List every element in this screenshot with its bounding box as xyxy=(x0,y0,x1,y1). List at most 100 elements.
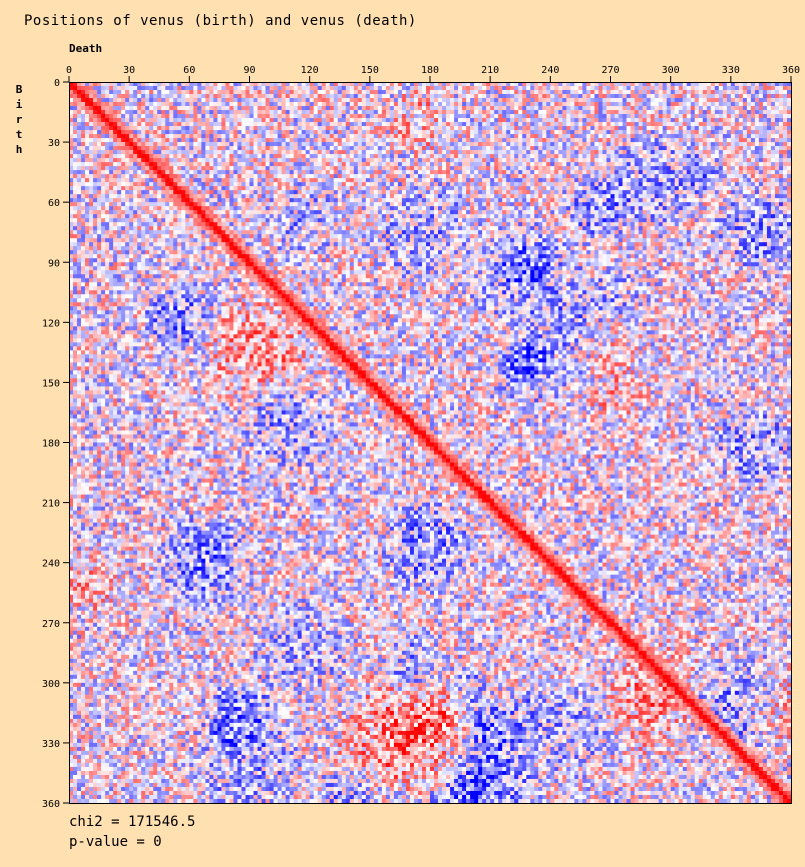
heatmap-cell xyxy=(422,142,426,146)
heatmap-cell xyxy=(574,122,578,126)
heatmap-cell xyxy=(683,182,687,186)
heatmap-cell xyxy=(133,178,137,182)
heatmap-cell xyxy=(502,178,506,182)
heatmap-cell xyxy=(486,182,490,186)
heatmap-cell xyxy=(161,126,165,130)
heatmap-cell xyxy=(366,130,370,134)
heatmap-cell xyxy=(294,158,298,162)
heatmap-cell xyxy=(779,166,783,170)
heatmap-cell xyxy=(711,182,715,186)
heatmap-cell xyxy=(93,158,97,162)
heatmap-cell xyxy=(755,114,759,118)
heatmap-cell xyxy=(270,142,274,146)
heatmap-cell xyxy=(149,150,153,154)
heatmap-cell xyxy=(562,106,566,110)
heatmap-cell xyxy=(675,94,679,98)
heatmap-cell xyxy=(258,134,262,138)
heatmap-cell xyxy=(671,126,675,130)
heatmap-cell xyxy=(406,130,410,134)
heatmap-cell xyxy=(109,154,113,158)
heatmap-cell xyxy=(659,158,663,162)
heatmap-cell xyxy=(294,106,298,110)
heatmap-cell xyxy=(390,106,394,110)
heatmap-cell xyxy=(530,154,534,158)
heatmap-cell xyxy=(683,94,687,98)
heatmap-cell xyxy=(149,118,153,122)
heatmap-cell xyxy=(165,142,169,146)
heatmap-cell xyxy=(169,174,173,178)
heatmap-cell xyxy=(386,130,390,134)
heatmap-cell xyxy=(169,138,173,142)
heatmap-cell xyxy=(498,126,502,130)
heatmap-cell xyxy=(314,118,318,122)
heatmap-cell xyxy=(330,122,334,126)
heatmap-cell xyxy=(370,166,374,170)
heatmap-cell xyxy=(538,182,542,186)
heatmap-cell xyxy=(109,158,113,162)
heatmap-cell xyxy=(655,174,659,178)
heatmap-cell xyxy=(719,86,723,90)
heatmap-cell xyxy=(787,122,791,126)
heatmap-cell xyxy=(129,162,133,166)
heatmap-cell xyxy=(623,126,627,130)
heatmap-cell xyxy=(374,130,378,134)
heatmap-cell xyxy=(193,106,197,110)
heatmap-cell xyxy=(735,146,739,150)
heatmap-cell xyxy=(310,126,314,130)
heatmap-cell xyxy=(570,102,574,106)
heatmap-cell xyxy=(161,110,165,114)
heatmap-cell xyxy=(763,158,767,162)
heatmap-cell xyxy=(233,150,237,154)
heatmap-cell xyxy=(751,138,755,142)
heatmap-cell xyxy=(739,182,743,186)
heatmap-cell xyxy=(530,122,534,126)
heatmap-cell xyxy=(779,174,783,178)
heatmap-cell xyxy=(562,110,566,114)
heatmap-cell xyxy=(278,130,282,134)
heatmap-cell xyxy=(526,114,530,118)
heatmap-cell xyxy=(350,86,354,90)
heatmap-cell xyxy=(286,134,290,138)
heatmap-cell xyxy=(73,126,77,130)
heatmap-cell xyxy=(430,106,434,110)
heatmap-cell xyxy=(205,154,209,158)
heatmap-cell xyxy=(663,90,667,94)
heatmap-cell xyxy=(398,162,402,166)
heatmap-cell xyxy=(161,142,165,146)
heatmap-cell xyxy=(631,142,635,146)
heatmap-cell xyxy=(783,154,787,158)
heatmap-cell xyxy=(342,158,346,162)
heatmap-cell xyxy=(105,90,109,94)
heatmap-cell xyxy=(77,134,81,138)
heatmap-cell xyxy=(615,154,619,158)
heatmap-cell xyxy=(615,106,619,110)
heatmap-cell xyxy=(582,178,586,182)
heatmap-cell xyxy=(165,118,169,122)
heatmap-cell xyxy=(274,130,278,134)
heatmap-cell xyxy=(498,138,502,142)
heatmap-cell xyxy=(237,110,241,114)
heatmap-cell xyxy=(522,106,526,110)
heatmap-cell xyxy=(310,142,314,146)
heatmap-cell xyxy=(651,118,655,122)
heatmap-cell xyxy=(522,102,526,106)
heatmap-cell xyxy=(330,146,334,150)
heatmap-cell xyxy=(266,122,270,126)
heatmap-cell xyxy=(229,178,233,182)
heatmap-cell xyxy=(619,146,623,150)
heatmap-cell xyxy=(627,186,631,190)
heatmap-cell xyxy=(743,102,747,106)
heatmap-cell xyxy=(679,134,683,138)
heatmap-cell xyxy=(506,114,510,118)
heatmap-cell xyxy=(362,86,366,90)
heatmap-cell xyxy=(502,166,506,170)
heatmap-cell xyxy=(113,134,117,138)
heatmap-cell xyxy=(89,114,93,118)
heatmap-cell xyxy=(410,130,414,134)
heatmap-cell xyxy=(586,118,590,122)
heatmap-cell xyxy=(719,130,723,134)
heatmap-cell xyxy=(615,110,619,114)
heatmap-cell xyxy=(450,118,454,122)
heatmap-cell xyxy=(173,94,177,98)
heatmap-cell xyxy=(105,86,109,90)
